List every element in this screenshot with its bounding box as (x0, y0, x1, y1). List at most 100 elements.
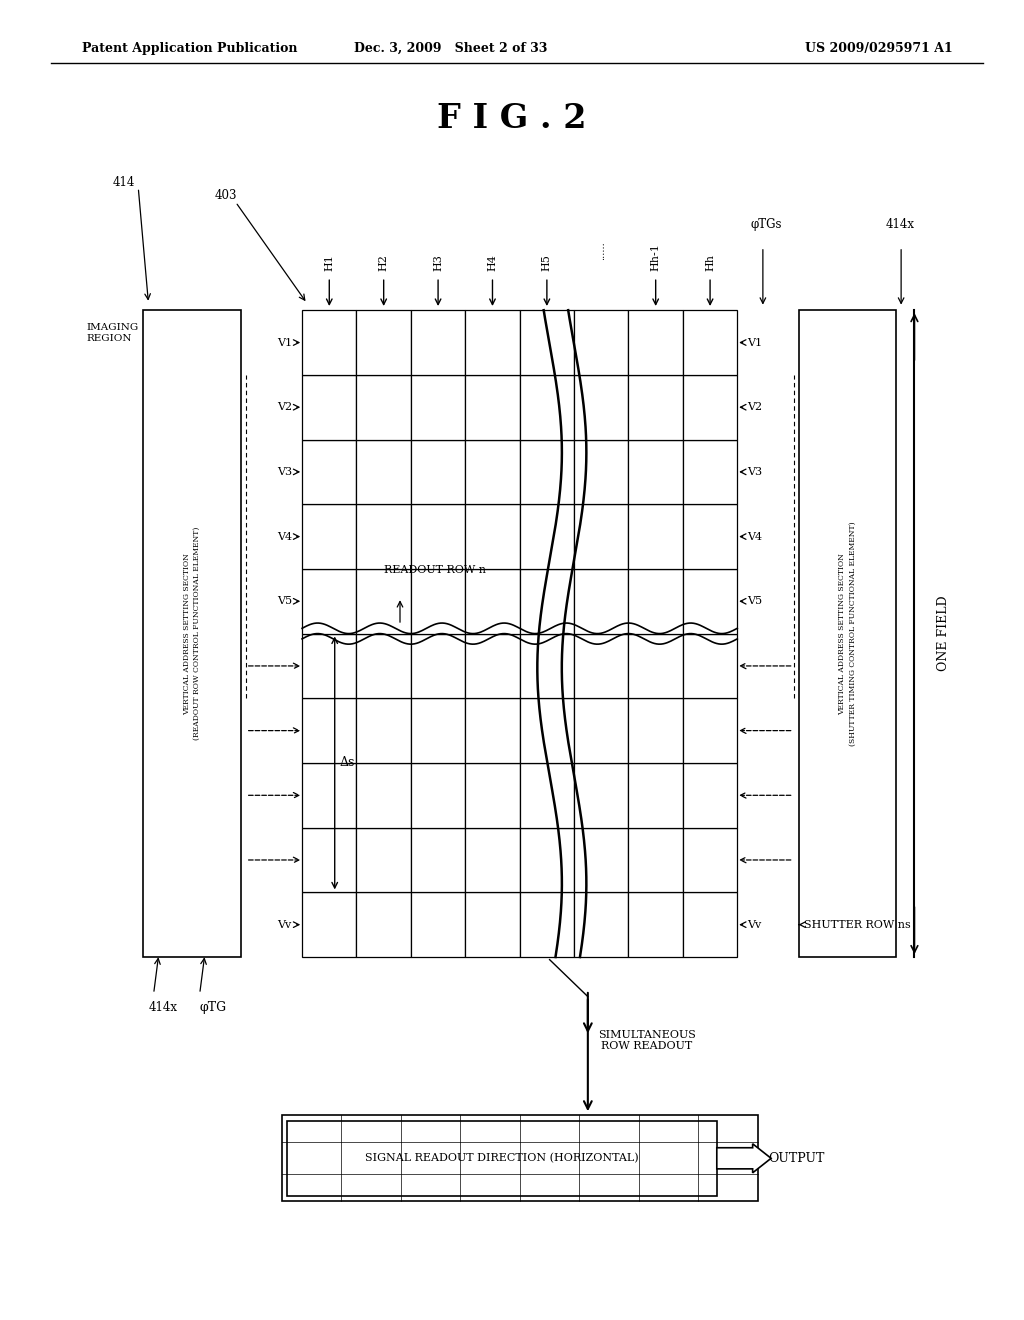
Bar (519, 310, 574, 375)
Bar (356, 634, 411, 698)
Text: 414: 414 (113, 176, 135, 189)
Bar (465, 310, 519, 375)
Text: H1: H1 (325, 253, 334, 271)
Text: V5: V5 (748, 597, 763, 606)
Bar (574, 698, 629, 763)
Bar (302, 828, 356, 892)
Bar (683, 698, 737, 763)
Bar (465, 440, 519, 504)
Bar (519, 828, 574, 892)
Text: H3: H3 (433, 253, 443, 271)
Bar (519, 763, 574, 828)
Text: V2: V2 (276, 403, 292, 412)
Text: VERTICAL ADDRESS SETTING SECTION
(READOUT ROW CONTROL FUNCTIONAL ELEMENT): VERTICAL ADDRESS SETTING SECTION (READOU… (183, 527, 201, 741)
Text: Δs: Δs (340, 756, 355, 770)
Text: Vv: Vv (748, 920, 762, 929)
Bar (574, 504, 629, 569)
Bar (799, 310, 896, 957)
Text: V3: V3 (748, 467, 763, 477)
Bar (683, 569, 737, 634)
Bar (411, 440, 465, 504)
Bar (465, 634, 519, 698)
Bar (302, 634, 356, 698)
Bar (411, 569, 465, 634)
Text: SIMULTANEOUS
ROW READOUT: SIMULTANEOUS ROW READOUT (598, 1030, 696, 1051)
Bar (683, 634, 737, 698)
Bar (356, 440, 411, 504)
Bar (302, 763, 356, 828)
Bar (411, 698, 465, 763)
Text: H4: H4 (487, 253, 498, 271)
Text: US 2009/0295971 A1: US 2009/0295971 A1 (805, 42, 952, 55)
Bar (629, 828, 683, 892)
Bar (683, 763, 737, 828)
Bar (683, 375, 737, 440)
Text: V4: V4 (276, 532, 292, 541)
Bar (629, 310, 683, 375)
Bar (519, 504, 574, 569)
Text: Hh: Hh (706, 253, 715, 271)
Bar (519, 569, 574, 634)
FancyArrow shape (717, 1143, 771, 1172)
Bar (411, 892, 465, 957)
Bar (411, 310, 465, 375)
Bar (411, 634, 465, 698)
Bar (574, 763, 629, 828)
Bar (629, 569, 683, 634)
Text: V2: V2 (748, 403, 763, 412)
Bar (629, 375, 683, 440)
Bar (356, 828, 411, 892)
Bar (282, 1115, 758, 1201)
Bar (302, 310, 356, 375)
Text: SIGNAL READOUT DIRECTION (HORIZONTAL): SIGNAL READOUT DIRECTION (HORIZONTAL) (365, 1154, 639, 1163)
Bar (411, 763, 465, 828)
Bar (683, 440, 737, 504)
Bar (356, 310, 411, 375)
Bar (465, 504, 519, 569)
Text: ......: ...... (597, 242, 606, 260)
Text: OUTPUT: OUTPUT (768, 1152, 824, 1164)
Bar (574, 375, 629, 440)
Bar (356, 892, 411, 957)
Text: Dec. 3, 2009   Sheet 2 of 33: Dec. 3, 2009 Sheet 2 of 33 (354, 42, 547, 55)
Bar (519, 698, 574, 763)
Text: SHUTTER ROW ns: SHUTTER ROW ns (804, 920, 910, 929)
Bar (302, 569, 356, 634)
Text: Hh-1: Hh-1 (650, 243, 660, 271)
Bar (302, 504, 356, 569)
Bar (574, 828, 629, 892)
Bar (629, 763, 683, 828)
Bar (143, 310, 241, 957)
Text: VERTICAL ADDRESS SETTING SECTION
(SHUTTER TIMING CONTROL FUNCTIONAL ELEMENT): VERTICAL ADDRESS SETTING SECTION (SHUTTE… (839, 521, 856, 746)
Bar (287, 1121, 717, 1196)
Text: 403: 403 (215, 189, 238, 202)
Text: READOUT ROW n: READOUT ROW n (384, 565, 485, 576)
Bar (683, 310, 737, 375)
Text: H5: H5 (542, 253, 552, 271)
Text: Patent Application Publication: Patent Application Publication (82, 42, 297, 55)
Bar (574, 892, 629, 957)
Bar (629, 634, 683, 698)
Bar (356, 763, 411, 828)
Bar (683, 828, 737, 892)
Text: H2: H2 (379, 253, 389, 271)
Text: Vv: Vv (278, 920, 292, 929)
Bar (574, 310, 629, 375)
Bar (519, 440, 574, 504)
Bar (411, 828, 465, 892)
Bar (356, 504, 411, 569)
Bar (411, 504, 465, 569)
Bar (629, 504, 683, 569)
Bar (683, 504, 737, 569)
Text: ONE FIELD: ONE FIELD (937, 595, 950, 672)
Bar (519, 892, 574, 957)
Bar (465, 375, 519, 440)
Bar (302, 440, 356, 504)
Bar (356, 375, 411, 440)
Bar (629, 698, 683, 763)
Text: 414x: 414x (886, 218, 914, 231)
Bar (465, 763, 519, 828)
Text: V3: V3 (276, 467, 292, 477)
Bar (519, 634, 574, 698)
Bar (302, 375, 356, 440)
